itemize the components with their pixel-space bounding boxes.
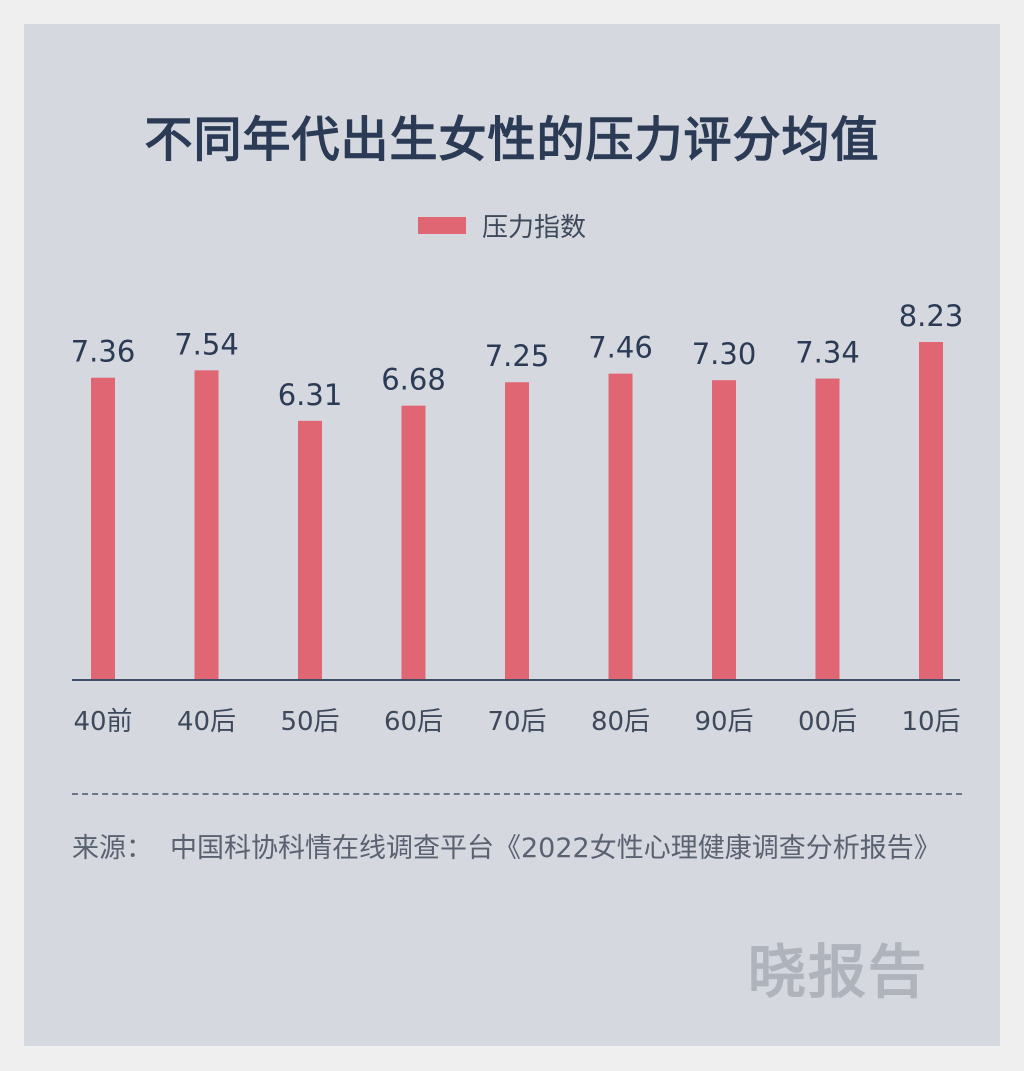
x-tick-label: 80后	[591, 707, 650, 737]
bar	[194, 370, 219, 680]
x-tick-label: 10后	[901, 707, 960, 737]
x-tick-label: 60后	[384, 707, 443, 737]
x-tick-label: 40后	[177, 707, 236, 737]
legend: 压力指数	[418, 205, 586, 245]
bar	[298, 420, 322, 680]
source-label: 来源：	[72, 833, 153, 864]
bar	[919, 342, 943, 680]
source-note: 来源： 中国科协科情在线调查平台《2022女性心理健康调查分析报告》	[72, 826, 972, 872]
watermark-logo: 晓报告	[748, 938, 929, 1006]
x-tick-label: 90后	[694, 707, 753, 737]
source-text: 中国科协科情在线调查平台《2022女性心理健康调查分析报告》	[170, 833, 941, 864]
value-label: 7.46	[588, 331, 653, 365]
x-tick-label: 70后	[487, 707, 546, 737]
x-tick-label: 00后	[798, 707, 857, 737]
value-label: 7.54	[174, 327, 239, 361]
legend-swatch	[418, 216, 466, 234]
bar	[712, 380, 736, 680]
divider	[72, 793, 962, 795]
x-tick-label: 40前	[73, 707, 132, 737]
bar-chart: 7.36 40前 7.54 40后 6.31 50后 6.68 60后 7.25 70后 7.46 8…	[71, 299, 964, 737]
value-label: 8.23	[899, 299, 964, 333]
value-label: 7.34	[795, 336, 860, 370]
legend-label: 压力指数	[482, 212, 587, 243]
bar	[608, 373, 633, 680]
x-tick-label: 50后	[280, 707, 339, 737]
value-label: 6.68	[381, 363, 446, 397]
value-label: 7.36	[71, 335, 136, 369]
bar	[401, 405, 426, 680]
value-label: 7.30	[692, 337, 757, 371]
value-label: 7.25	[485, 339, 550, 373]
bar	[91, 377, 115, 680]
value-label: 6.31	[278, 378, 343, 412]
bar	[815, 378, 840, 680]
chart-title: 不同年代出生女性的压力评分均值	[144, 112, 880, 168]
bar	[505, 382, 529, 680]
